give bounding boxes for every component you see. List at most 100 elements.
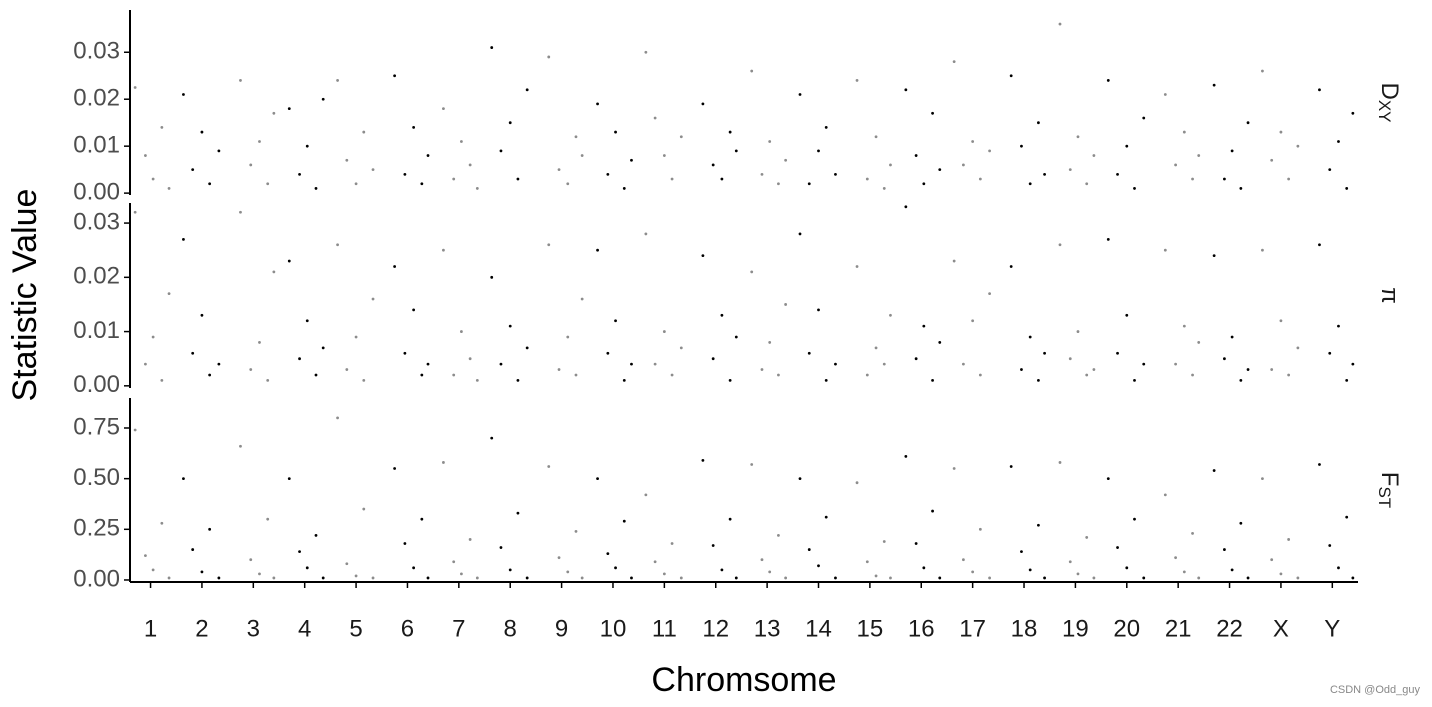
point bbox=[1174, 556, 1177, 560]
point bbox=[904, 88, 908, 92]
point bbox=[1058, 243, 1062, 247]
point bbox=[1337, 140, 1340, 143]
x-tick-label: 22 bbox=[1216, 615, 1243, 642]
point bbox=[931, 111, 934, 115]
point bbox=[760, 172, 764, 176]
x-tick-label: 6 bbox=[401, 615, 414, 642]
point bbox=[1028, 335, 1032, 339]
point bbox=[151, 568, 155, 572]
point bbox=[266, 182, 270, 186]
point bbox=[817, 308, 820, 312]
point bbox=[1296, 346, 1300, 350]
point bbox=[354, 182, 358, 186]
point bbox=[662, 154, 666, 157]
point bbox=[272, 111, 276, 115]
point bbox=[1020, 368, 1023, 371]
point bbox=[475, 187, 479, 190]
x-tick-label: X bbox=[1273, 615, 1289, 642]
point bbox=[1092, 576, 1096, 580]
x-tick-label: 1 bbox=[144, 615, 157, 642]
point bbox=[151, 177, 155, 181]
point bbox=[855, 79, 859, 82]
point bbox=[574, 135, 578, 139]
point bbox=[922, 182, 926, 186]
point bbox=[922, 566, 926, 570]
point bbox=[798, 232, 802, 236]
point bbox=[760, 368, 764, 371]
point bbox=[882, 540, 886, 543]
point bbox=[1182, 324, 1186, 328]
point bbox=[191, 351, 195, 355]
point bbox=[1261, 248, 1264, 252]
point bbox=[574, 373, 578, 377]
point bbox=[1328, 168, 1332, 172]
point bbox=[1068, 357, 1072, 361]
x-tick-label: 14 bbox=[805, 615, 832, 642]
point bbox=[516, 379, 520, 382]
point bbox=[525, 88, 529, 92]
point bbox=[1230, 568, 1234, 572]
point bbox=[200, 570, 204, 574]
point bbox=[345, 158, 349, 162]
point bbox=[167, 187, 171, 190]
point bbox=[630, 362, 633, 366]
point bbox=[287, 477, 291, 481]
point bbox=[807, 182, 811, 186]
point bbox=[452, 560, 456, 564]
x-tick-label: 10 bbox=[600, 615, 627, 642]
point bbox=[1182, 130, 1186, 134]
point bbox=[287, 259, 291, 263]
x-tick-label: 20 bbox=[1113, 615, 1140, 642]
point bbox=[420, 182, 424, 186]
point bbox=[468, 163, 472, 167]
point bbox=[1142, 576, 1146, 580]
point bbox=[1270, 158, 1274, 162]
point bbox=[1318, 88, 1321, 92]
point bbox=[777, 533, 780, 537]
point bbox=[403, 542, 407, 545]
point bbox=[403, 172, 407, 176]
point bbox=[889, 163, 892, 167]
point bbox=[622, 379, 626, 382]
point bbox=[475, 379, 479, 382]
point bbox=[499, 546, 503, 549]
point bbox=[516, 177, 520, 181]
point bbox=[670, 373, 674, 377]
point bbox=[630, 576, 633, 580]
point bbox=[217, 362, 221, 366]
point bbox=[1085, 536, 1089, 539]
point bbox=[1279, 319, 1283, 323]
point bbox=[468, 357, 472, 361]
point bbox=[566, 570, 570, 574]
point bbox=[750, 463, 754, 466]
point bbox=[160, 125, 164, 129]
point bbox=[1191, 177, 1194, 181]
point bbox=[426, 362, 430, 366]
point bbox=[807, 351, 811, 355]
point bbox=[403, 351, 407, 355]
point bbox=[882, 187, 886, 190]
point bbox=[971, 140, 975, 143]
point bbox=[144, 154, 147, 157]
point bbox=[426, 576, 430, 580]
point bbox=[1133, 379, 1136, 382]
point bbox=[1106, 477, 1110, 481]
point bbox=[200, 130, 204, 134]
point bbox=[412, 566, 416, 570]
point bbox=[978, 373, 982, 377]
point bbox=[182, 237, 185, 241]
point bbox=[1085, 373, 1089, 377]
point bbox=[914, 154, 918, 157]
point bbox=[865, 373, 869, 377]
point bbox=[889, 313, 892, 317]
point bbox=[1261, 69, 1264, 73]
x-tick-label: 4 bbox=[298, 615, 311, 642]
point bbox=[1068, 560, 1072, 564]
point bbox=[1043, 576, 1046, 580]
point bbox=[490, 436, 494, 440]
point bbox=[393, 467, 397, 470]
point bbox=[817, 564, 820, 568]
point bbox=[393, 74, 397, 78]
point bbox=[574, 529, 578, 533]
